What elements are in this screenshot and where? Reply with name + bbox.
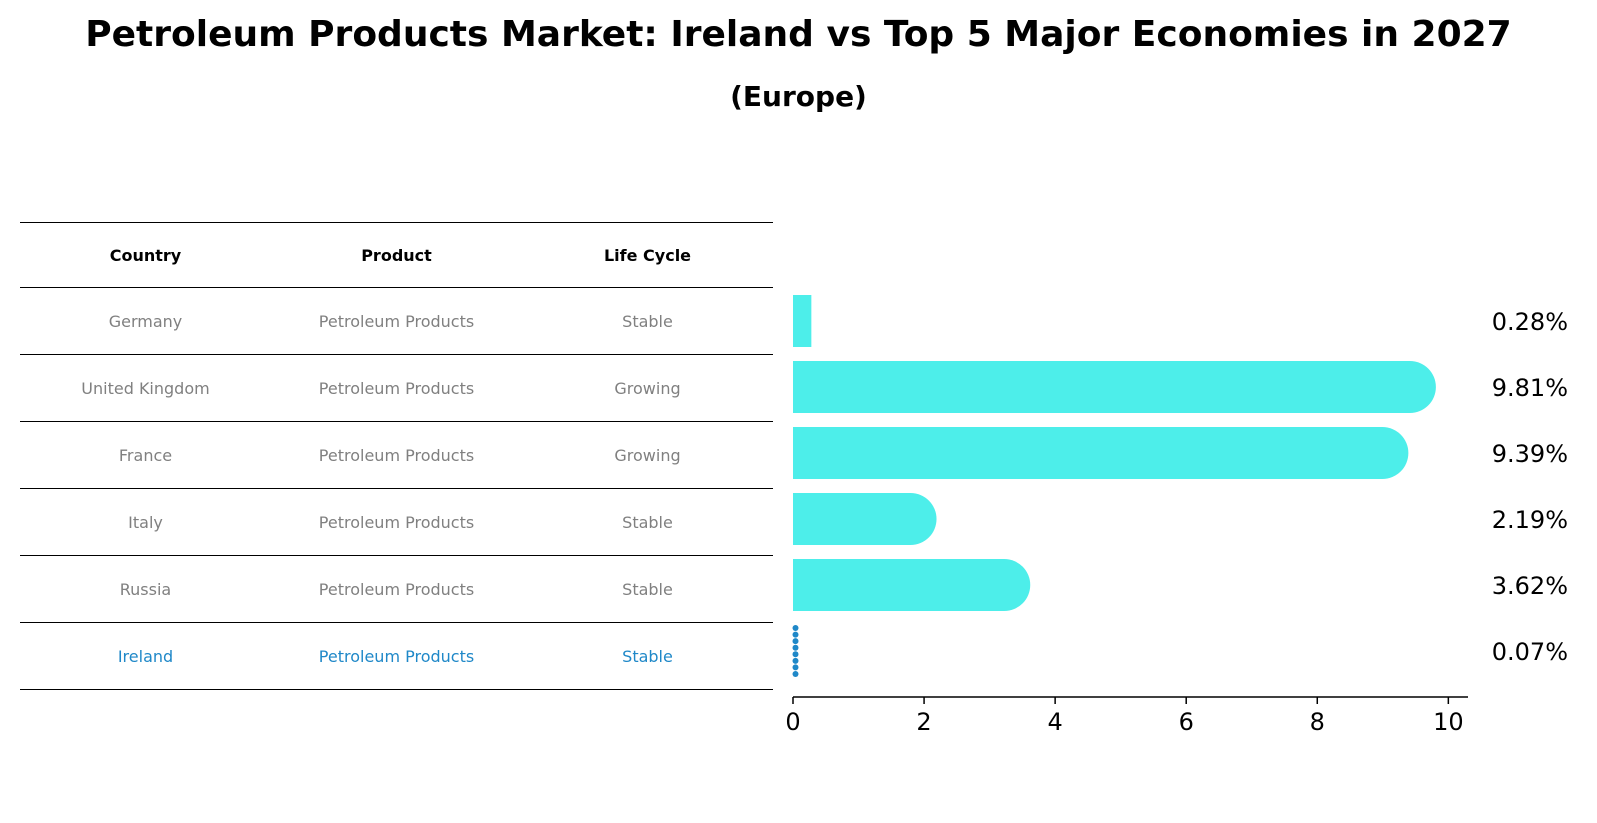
value-label: 9.81% <box>1492 374 1568 402</box>
cell-life-cycle: Stable <box>622 580 673 599</box>
cell-life-cycle: Stable <box>622 647 673 666</box>
cell-product: Petroleum Products <box>318 446 475 465</box>
cell-life-cycle: Growing <box>614 446 681 465</box>
bar-france <box>793 427 1409 479</box>
value-label: 0.28% <box>1492 308 1568 336</box>
bar-italy <box>793 493 937 545</box>
value-label: 0.07% <box>1492 638 1568 666</box>
cell-country: Germany <box>108 312 183 331</box>
cell-product: Petroleum Products <box>318 379 475 398</box>
table-header-row: Country Product Life Cycle <box>20 222 773 288</box>
bar-united-kingdom <box>793 361 1436 413</box>
table-row: France Petroleum Products Growing <box>20 422 773 489</box>
table-row: United Kingdom Petroleum Products Growin… <box>20 355 773 422</box>
header-country: Country <box>109 245 182 265</box>
header-product: Product <box>361 245 432 265</box>
x-tick-label: 6 <box>1179 708 1194 736</box>
bar-ireland-dot <box>792 657 799 664</box>
value-label: 3.62% <box>1492 572 1568 600</box>
cell-country: France <box>118 446 173 465</box>
bar-ireland-dot <box>792 671 799 677</box>
bar-ireland-dot <box>792 638 799 645</box>
cell-country: Ireland <box>117 647 174 666</box>
cell-product: Petroleum Products <box>318 312 475 331</box>
data-table: Country Product Life Cycle Germany Petro… <box>20 222 773 690</box>
value-label: 2.19% <box>1492 506 1568 534</box>
cell-country: United Kingdom <box>81 379 210 398</box>
cell-product: Petroleum Products <box>318 513 475 532</box>
table-row: Germany Petroleum Products Stable <box>20 288 773 355</box>
bar-germany <box>793 295 812 347</box>
cell-product: Petroleum Products <box>318 647 475 666</box>
table-top-rule <box>20 222 773 223</box>
x-tick-label: 0 <box>785 708 800 736</box>
cell-country: Italy <box>128 513 163 532</box>
bar-ireland-dot <box>792 664 799 671</box>
cell-life-cycle: Growing <box>614 379 681 398</box>
x-tick-label: 2 <box>916 708 931 736</box>
bar-ireland-dot <box>792 644 799 651</box>
table-row: Italy Petroleum Products Stable <box>20 489 773 556</box>
cell-product: Petroleum Products <box>318 580 475 599</box>
bar-russia <box>793 559 1031 611</box>
x-tick-label: 10 <box>1433 708 1464 736</box>
bar-ireland-dot <box>792 631 799 638</box>
value-label: 9.39% <box>1492 440 1568 468</box>
cell-life-cycle: Stable <box>622 513 673 532</box>
cell-country: Russia <box>119 580 172 599</box>
bar-ireland-dot <box>792 625 799 631</box>
chart-title: Petroleum Products Market: Ireland vs To… <box>85 14 1512 55</box>
cell-life-cycle: Stable <box>622 312 673 331</box>
x-tick-label: 8 <box>1310 708 1325 736</box>
table-row: Russia Petroleum Products Stable <box>20 556 773 623</box>
table-row-highlighted: Ireland Petroleum Products Stable <box>20 623 773 690</box>
chart-subtitle: (Europe) <box>730 80 867 113</box>
bar-ireland-dot <box>792 651 799 658</box>
x-tick-label: 4 <box>1047 708 1062 736</box>
header-life-cycle: Life Cycle <box>603 245 692 265</box>
